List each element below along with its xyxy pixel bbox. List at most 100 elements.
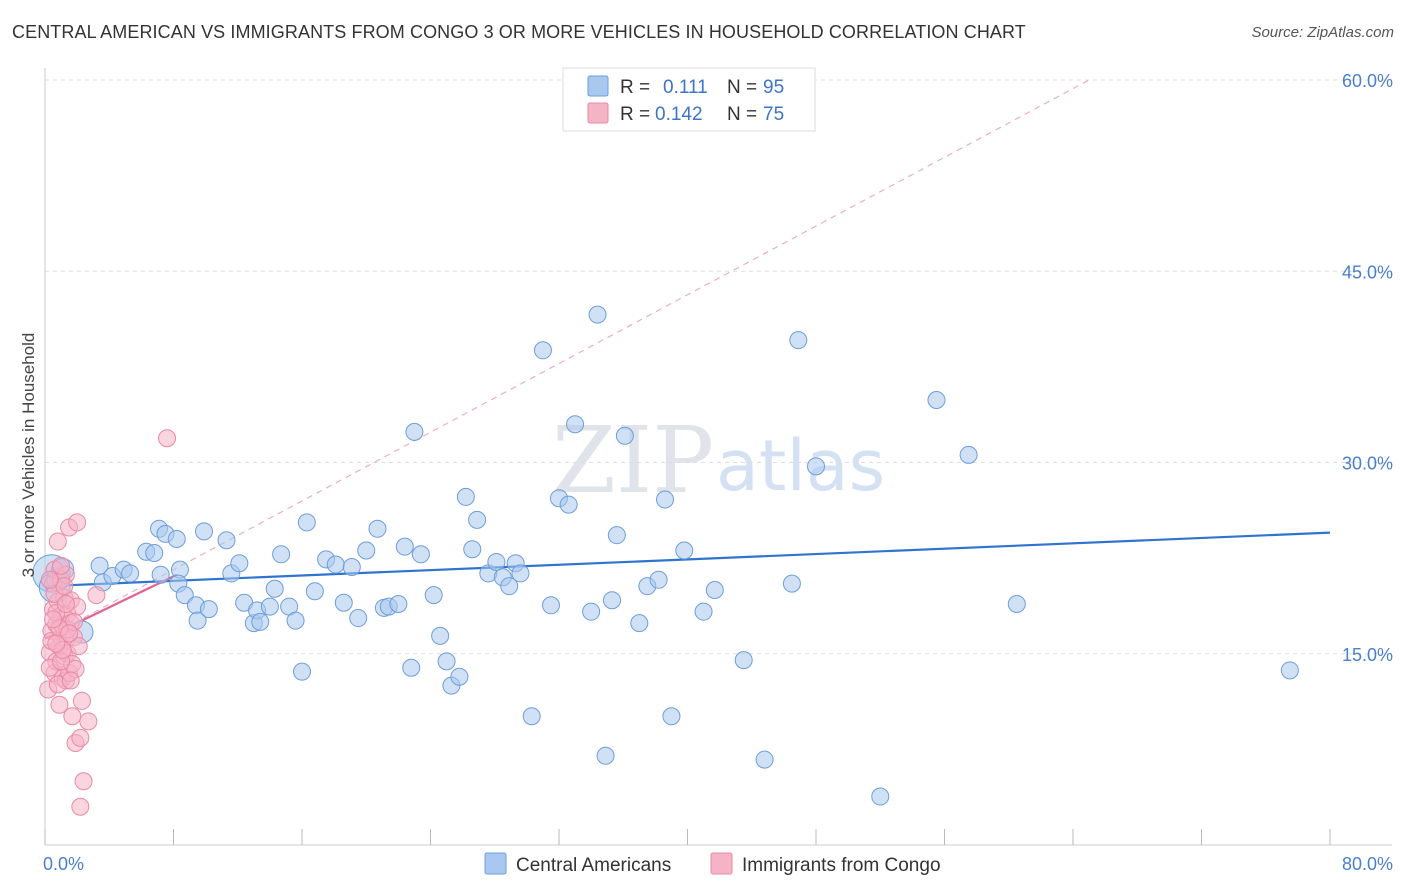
central-american-point (566, 415, 585, 434)
central-american-point (871, 787, 890, 806)
x-tick-label: 80.0% (1342, 854, 1393, 874)
central-american-point (959, 445, 978, 464)
central-american-point (450, 667, 469, 686)
central-american-point (807, 457, 825, 476)
legend-r-value-blue: 0.111 (663, 77, 708, 98)
y-tick-label: 60.0% (1342, 71, 1393, 91)
central-american-point (559, 495, 578, 514)
congo-immigrant-point (44, 610, 63, 629)
central-american-point (121, 564, 140, 583)
central-american-point (588, 305, 607, 324)
y-tick-label: 30.0% (1342, 454, 1393, 474)
central-american-point (357, 541, 376, 560)
congo-immigrant-point (60, 624, 79, 643)
congo-immigrant-point (79, 712, 98, 731)
central-american-point (456, 487, 475, 506)
central-american-point (230, 554, 249, 573)
central-american-point (188, 611, 207, 630)
central-american-point (265, 579, 284, 598)
x-tick-label: 0.0% (43, 854, 84, 874)
axes (44, 68, 1392, 846)
central-american-point (411, 545, 430, 564)
central-american-point (705, 581, 724, 599)
central-american-point (395, 537, 414, 556)
central-american-point (326, 555, 345, 574)
central-american-point (175, 586, 194, 605)
legend-bottom: Central Americans Immigrants from Congo (484, 852, 941, 876)
central-american-point (145, 544, 164, 563)
central-american-point (349, 609, 368, 628)
central-american-point (656, 490, 675, 509)
blue-trend-line (44, 531, 1331, 588)
central-american-point (582, 602, 601, 621)
central-american-point (596, 746, 615, 765)
watermark: ZIP atlas (552, 407, 885, 514)
central-american-point (541, 596, 560, 615)
central-american-point (675, 541, 694, 560)
central-american-point (195, 522, 214, 541)
y-tick-label: 15.0% (1342, 645, 1393, 665)
congo-immigrant-point (71, 797, 90, 816)
central-american-point (468, 510, 487, 529)
congo-immigrant-point (68, 513, 87, 532)
central-american-point (437, 652, 456, 671)
central-american-point (511, 564, 530, 583)
central-american-point (533, 341, 552, 360)
congo-immigrant-point (71, 728, 90, 747)
chart-title: CENTRAL AMERICAN VS IMMIGRANTS FROM CONG… (12, 22, 1026, 42)
central-american-point (217, 531, 236, 550)
congo-immigrant-point (50, 695, 69, 714)
central-american-point (662, 707, 681, 726)
legend-r-value-pink: 0.142 (655, 104, 703, 125)
congo-immigrant-point (74, 772, 93, 791)
congo-immigrant-point (87, 586, 106, 605)
central-american-point (649, 570, 668, 589)
bottom-legend-swatch-blue (484, 852, 507, 875)
legend-r-label-blue: R = (620, 77, 650, 98)
legend-swatch-blue (587, 75, 609, 97)
congo-immigrant-point (52, 556, 71, 575)
central-american-point (694, 602, 713, 621)
central-american-point (755, 750, 774, 769)
central-american-point (424, 586, 443, 605)
central-american-point (734, 651, 753, 670)
congo-immigrant-point (56, 595, 75, 614)
central-american-point (927, 391, 946, 410)
legend-n-label-pink: N = (727, 104, 757, 125)
congo-immigrants-points (39, 429, 177, 816)
central-american-point (260, 597, 279, 616)
central-american-point (272, 545, 291, 564)
central-american-point (297, 513, 316, 532)
central-americans-points (32, 305, 1299, 806)
legend-top: R = 0.111 N = 95 R = 0.142 N = 75 (562, 67, 816, 132)
central-american-point (630, 614, 649, 633)
y-tick-label: 45.0% (1342, 262, 1393, 282)
congo-immigrant-point (158, 429, 177, 448)
central-american-point (603, 591, 622, 610)
central-american-point (782, 574, 801, 593)
central-american-point (342, 558, 361, 577)
central-american-point (405, 422, 424, 441)
central-american-point (607, 526, 626, 545)
bottom-legend-swatch-pink (710, 852, 733, 875)
congo-immigrant-point (47, 634, 66, 653)
central-american-point (487, 552, 506, 571)
central-american-point (389, 595, 408, 614)
congo-immigrant-point (72, 691, 91, 710)
central-american-point (1007, 595, 1026, 614)
bottom-legend-label-blue: Central Americans (516, 855, 671, 876)
congo-immigrant-point (48, 532, 67, 551)
central-american-point (199, 600, 218, 619)
watermark-atlas: atlas (716, 425, 885, 507)
central-american-point (286, 611, 305, 630)
central-american-point (305, 582, 324, 601)
central-american-point (368, 519, 387, 538)
central-american-point (402, 658, 421, 677)
congo-immigrant-point (40, 570, 59, 589)
congo-immigrant-point (61, 671, 80, 690)
tick-labels: 15.0% 30.0% 45.0% 60.0% 0.0% 80.0% (43, 71, 1393, 874)
central-american-point (1280, 661, 1299, 680)
central-american-point (293, 662, 311, 681)
central-american-point (251, 612, 270, 631)
